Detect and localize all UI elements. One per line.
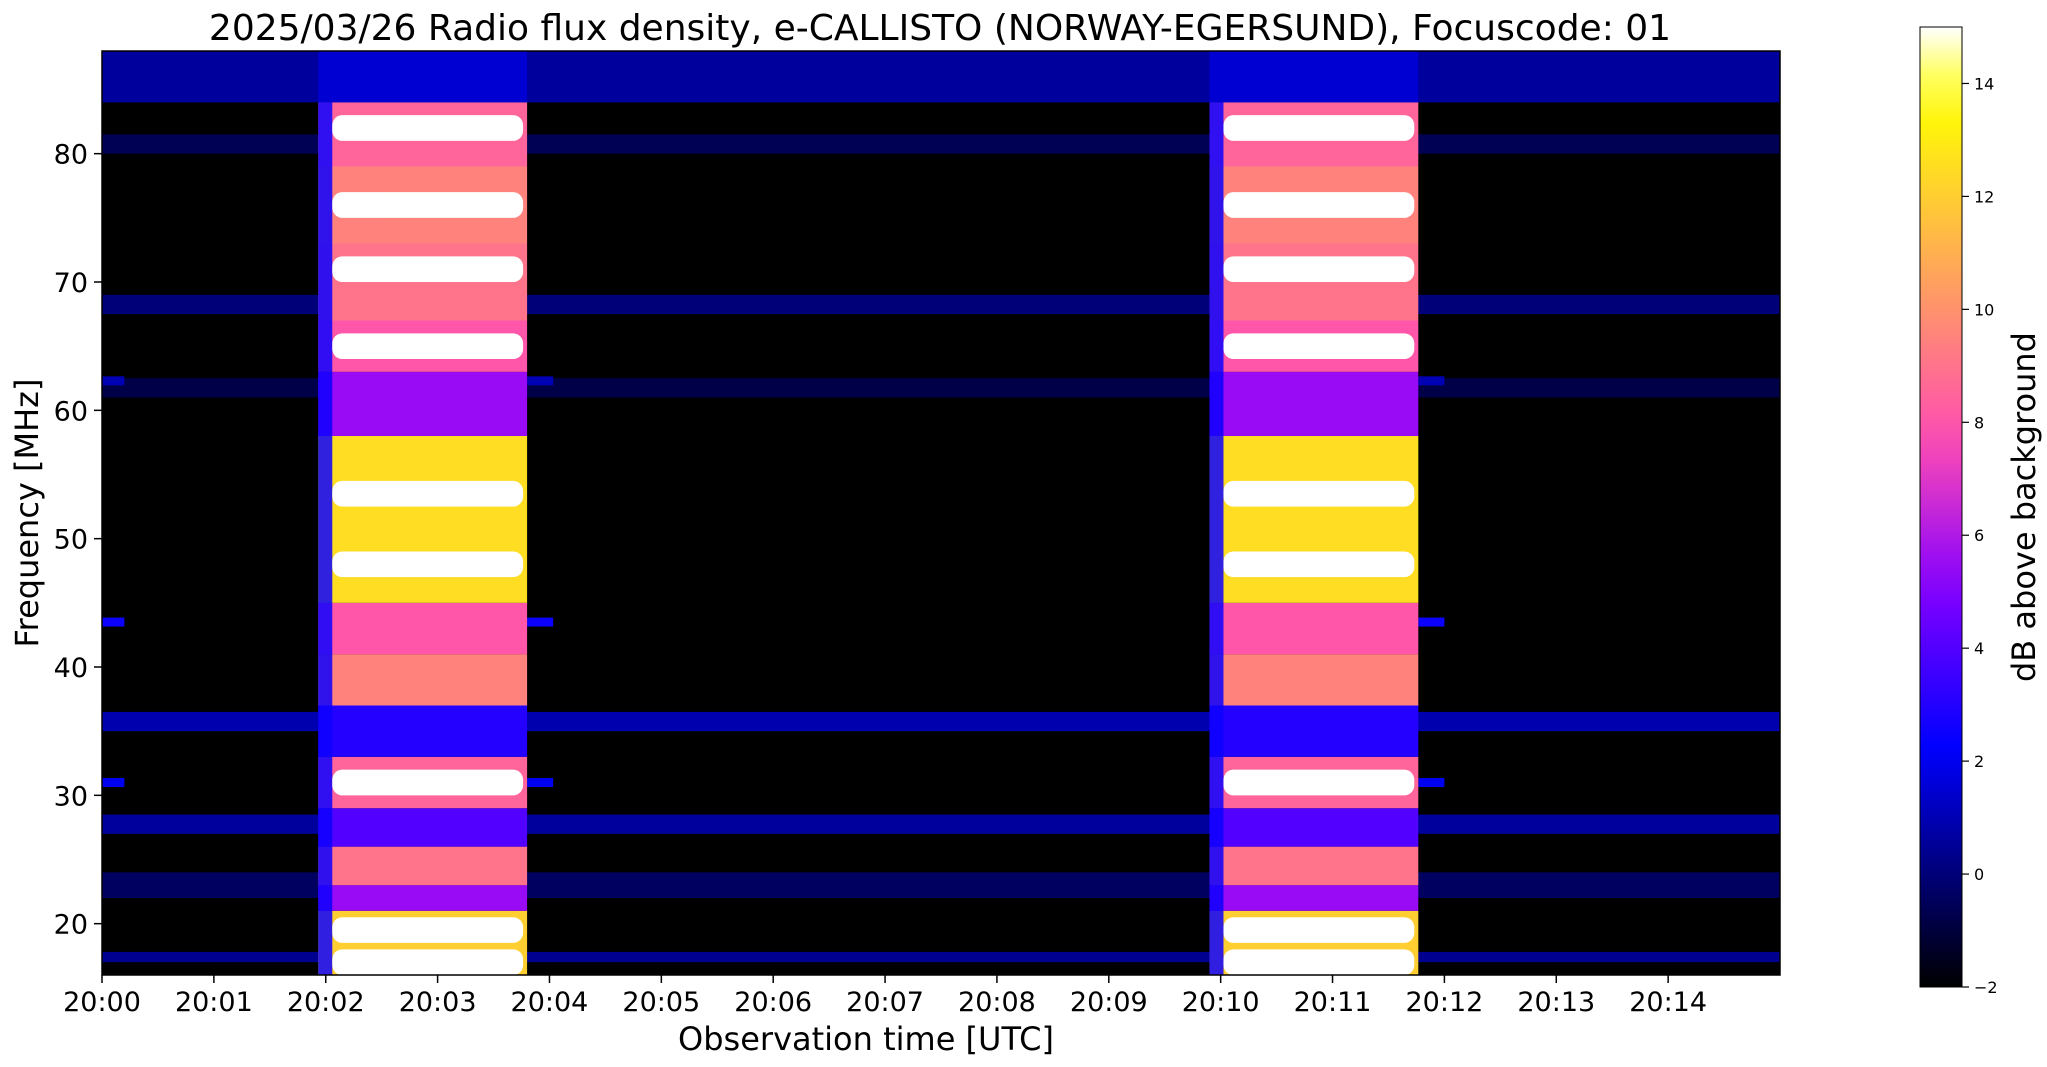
x-tick-label: 20:03 xyxy=(399,987,477,1018)
rfi-mark xyxy=(1418,376,1445,386)
event-band xyxy=(318,846,528,886)
event-band xyxy=(318,371,528,436)
colorbar-tick-label: 0 xyxy=(1974,865,1984,884)
bright-line xyxy=(1223,480,1415,507)
bright-line xyxy=(332,551,524,578)
colorbar-tick-label: 2 xyxy=(1974,752,1984,771)
rfi-mark xyxy=(527,376,554,386)
x-tick-label: 20:09 xyxy=(1070,987,1148,1018)
colorbar-tick-label: −2 xyxy=(1974,978,1998,997)
bright-line xyxy=(332,917,524,943)
x-tick-label: 20:14 xyxy=(1629,987,1707,1018)
event-band xyxy=(1209,846,1419,886)
y-tick-label: 50 xyxy=(54,525,88,556)
y-axis: 20 30 40 50 60 70 80 xyxy=(54,140,102,941)
x-axis-label: Observation time [UTC] xyxy=(678,1020,1054,1058)
event-band xyxy=(1209,654,1419,706)
bright-line xyxy=(1223,949,1415,975)
rfi-mark xyxy=(1418,617,1445,627)
colorbar-tick-label: 14 xyxy=(1974,74,1994,93)
event-band xyxy=(318,885,528,911)
y-axis-label: Frequency [MHz] xyxy=(8,379,46,648)
x-tick-label: 20:07 xyxy=(846,987,924,1018)
event-edge xyxy=(1209,102,1224,976)
x-tick-label: 20:11 xyxy=(1294,987,1372,1018)
event-band xyxy=(1209,602,1419,655)
x-tick-label: 20:12 xyxy=(1405,987,1483,1018)
plot-frame xyxy=(101,50,1781,976)
bright-line xyxy=(332,480,524,507)
bright-line xyxy=(332,256,524,282)
colorbar-ticks: −2 0 2 4 6 8 10 12 14 xyxy=(1962,74,1998,997)
rfi-mark xyxy=(527,617,554,627)
event-band xyxy=(318,705,528,757)
x-axis: 20:00 20:01 20:02 20:03 20:04 20:05 20:06 20:07… xyxy=(63,975,1707,1018)
event-band xyxy=(1209,705,1419,757)
bright-line xyxy=(332,115,524,141)
bright-line xyxy=(332,769,524,796)
y-tick-label: 20 xyxy=(54,910,88,941)
colorbar: −2 0 2 4 6 8 10 12 14 dB above background xyxy=(1919,26,2043,997)
bright-line xyxy=(1223,192,1415,218)
x-tick-label: 20:00 xyxy=(63,987,141,1018)
x-tick-label: 20:01 xyxy=(175,987,253,1018)
event-band xyxy=(318,808,528,847)
bright-line xyxy=(332,192,524,218)
event-band xyxy=(318,602,528,655)
event-band xyxy=(318,436,528,603)
bright-line xyxy=(332,949,524,975)
rfi-mark xyxy=(1418,778,1445,787)
bright-line xyxy=(332,333,524,359)
event-band xyxy=(1209,436,1419,603)
x-tick-label: 20:08 xyxy=(958,987,1036,1018)
y-tick-label: 60 xyxy=(54,396,88,427)
bright-line xyxy=(1223,115,1415,141)
x-tick-label: 20:13 xyxy=(1517,987,1595,1018)
y-tick-label: 80 xyxy=(54,140,88,171)
rfi-mark xyxy=(527,778,554,787)
rfi-mark xyxy=(102,778,125,787)
bright-line xyxy=(1223,551,1415,578)
colorbar-tick-label: 4 xyxy=(1974,639,1984,658)
chart-title: 2025/03/26 Radio flux density, e-CALLIST… xyxy=(209,8,1671,49)
rfi-mark xyxy=(102,617,125,627)
bright-line xyxy=(1223,917,1415,943)
colorbar-label: dB above background xyxy=(2005,332,2043,682)
colorbar-tick-label: 6 xyxy=(1974,526,1984,545)
bright-line xyxy=(1223,769,1415,796)
y-tick-label: 40 xyxy=(54,653,88,684)
colorbar-tick-label: 8 xyxy=(1974,413,1984,432)
event-band xyxy=(1209,371,1419,436)
x-tick-label: 20:04 xyxy=(511,987,589,1018)
event-band xyxy=(318,654,528,706)
event-band xyxy=(318,51,528,103)
colorbar-tick-label: 10 xyxy=(1974,300,1994,319)
x-tick-label: 20:02 xyxy=(287,987,365,1018)
bright-line xyxy=(1223,333,1415,359)
event-band xyxy=(1209,885,1419,911)
event-edge xyxy=(318,102,333,976)
colorbar-gradient xyxy=(1919,26,1963,988)
event-band xyxy=(1209,51,1419,103)
rfi-mark xyxy=(102,376,125,386)
plot-area xyxy=(101,50,1781,976)
y-tick-label: 30 xyxy=(54,781,88,812)
y-tick-label: 70 xyxy=(54,268,88,299)
x-tick-label: 20:10 xyxy=(1182,987,1260,1018)
bright-line xyxy=(1223,256,1415,282)
colorbar-tick-label: 12 xyxy=(1974,187,1994,206)
x-tick-label: 20:06 xyxy=(734,987,812,1018)
event-band xyxy=(1209,808,1419,847)
background-band xyxy=(102,951,1780,963)
x-tick-label: 20:05 xyxy=(622,987,700,1018)
burst-events xyxy=(318,51,1419,976)
